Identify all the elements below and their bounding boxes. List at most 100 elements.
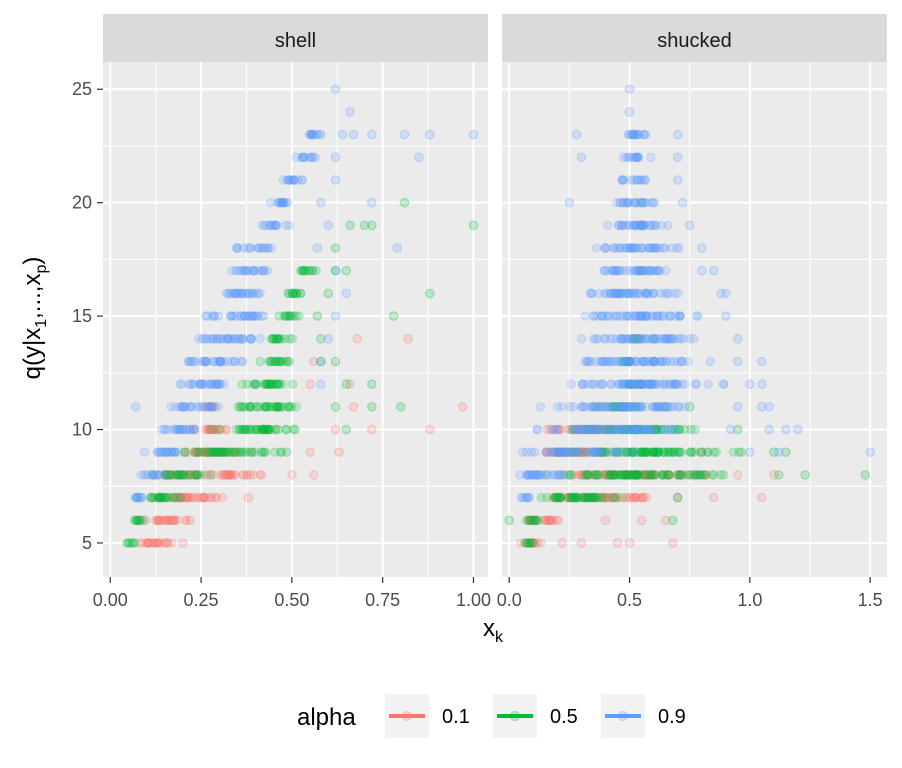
data-point [647, 288, 658, 299]
data-point [592, 492, 603, 503]
data-point [246, 333, 256, 344]
data-point [614, 401, 625, 412]
data-point [658, 447, 669, 457]
data-point [634, 265, 644, 276]
data-point [644, 424, 655, 435]
data-point [213, 401, 224, 412]
data-point [676, 356, 686, 367]
data-point [615, 197, 625, 208]
data-point [619, 401, 629, 412]
data-point [266, 220, 276, 231]
data-point [577, 379, 588, 389]
data-point [677, 197, 688, 208]
data-point [596, 401, 606, 412]
data-point [592, 311, 603, 321]
data-point [278, 175, 288, 185]
data-point [582, 424, 593, 435]
data-point [565, 401, 575, 412]
data-point [576, 424, 586, 435]
data-point [559, 447, 569, 457]
data-point [625, 379, 636, 389]
data-point [666, 333, 676, 344]
data-point [624, 470, 634, 480]
data-point [635, 401, 646, 412]
data-point [615, 243, 626, 253]
data-point [662, 401, 672, 412]
data-point [634, 265, 645, 276]
data-point [238, 470, 249, 480]
data-point [641, 311, 651, 321]
data-point [624, 356, 635, 367]
data-point [593, 424, 604, 435]
data-point [548, 447, 559, 457]
data-point [557, 538, 567, 548]
data-point [154, 515, 165, 526]
data-point [183, 356, 193, 367]
data-point [627, 447, 638, 457]
data-point [582, 356, 592, 367]
data-point [131, 515, 142, 526]
data-point [153, 515, 163, 526]
data-point [601, 288, 612, 299]
data-point [206, 379, 216, 389]
data-point [609, 265, 619, 276]
data-point [208, 424, 219, 435]
data-point [614, 243, 625, 253]
data-point [591, 447, 601, 457]
data-point [206, 401, 217, 412]
data-point [732, 356, 743, 367]
data-point [227, 265, 237, 276]
data-point [154, 470, 164, 480]
data-point [166, 401, 176, 412]
data-point [175, 492, 186, 503]
data-point [208, 379, 219, 389]
data-point [625, 243, 635, 253]
data-point [615, 470, 626, 480]
data-point [616, 220, 627, 231]
data-point [590, 424, 601, 435]
data-point [135, 492, 146, 503]
data-point [232, 265, 242, 276]
data-point [555, 447, 566, 457]
data-point [523, 515, 533, 526]
data-point [202, 401, 212, 412]
data-point [154, 515, 164, 526]
data-point [359, 220, 370, 231]
data-point [649, 197, 660, 208]
data-point [627, 288, 638, 299]
data-point [202, 333, 212, 344]
data-point [247, 288, 257, 299]
data-point [269, 447, 280, 457]
data-point [588, 333, 599, 344]
legend-key-point [401, 710, 413, 722]
data-point [259, 220, 269, 231]
data-point [606, 424, 616, 435]
data-point [631, 424, 641, 435]
data-point [631, 265, 642, 276]
data-point [603, 492, 613, 503]
data-point [781, 424, 791, 435]
x-tick-label: 1.0 [737, 590, 762, 610]
data-point [664, 288, 675, 299]
data-point [591, 401, 601, 412]
data-point [289, 175, 299, 185]
data-point [624, 288, 635, 299]
data-point [664, 470, 674, 480]
data-point [262, 424, 273, 435]
data-point [610, 470, 621, 480]
data-point [178, 470, 189, 480]
data-point [630, 424, 641, 435]
data-point [608, 492, 619, 503]
data-point [515, 538, 526, 548]
data-point [669, 356, 679, 367]
data-point [161, 447, 172, 457]
data-point [581, 424, 591, 435]
data-point [540, 515, 551, 526]
data-point [605, 401, 615, 412]
data-point [192, 447, 203, 457]
data-point [276, 197, 286, 208]
data-point [549, 470, 559, 480]
data-point [625, 152, 636, 163]
data-point [234, 424, 244, 435]
data-point [611, 492, 622, 503]
